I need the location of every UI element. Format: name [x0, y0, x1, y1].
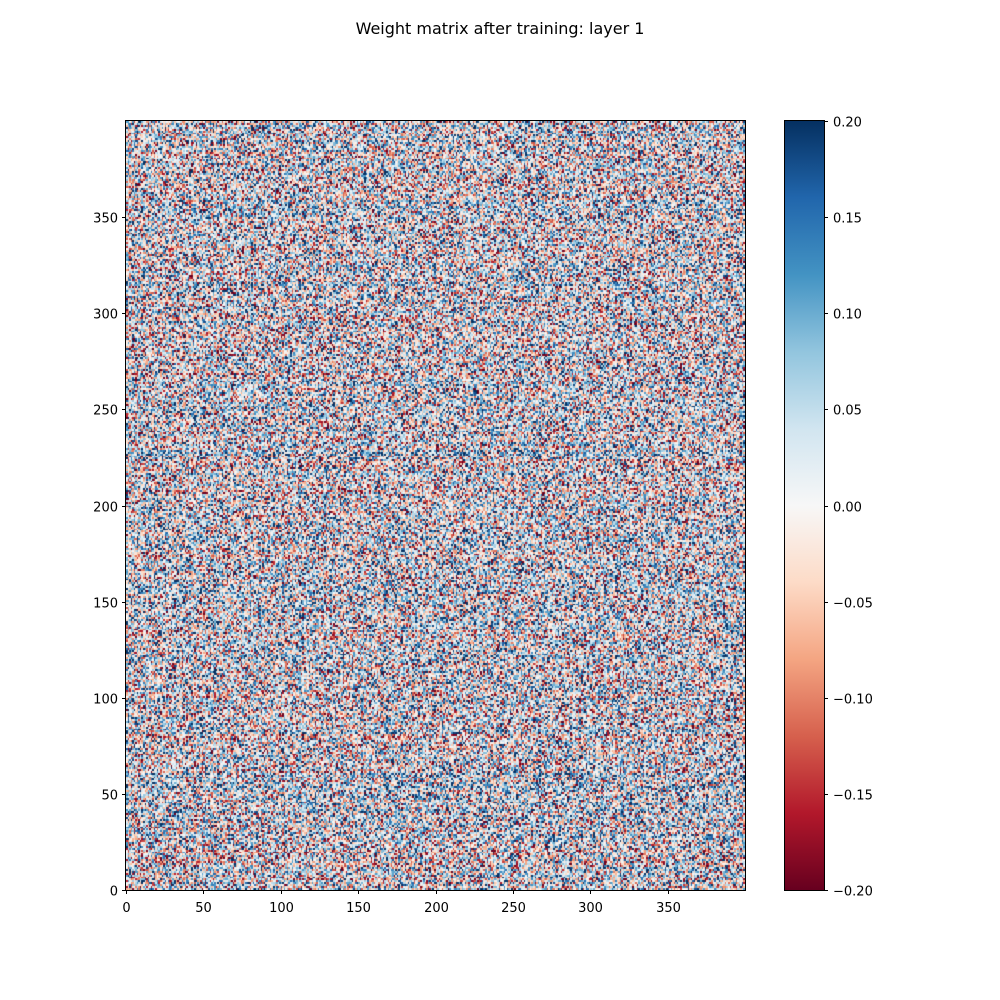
plot-frame [125, 120, 746, 891]
chart-title: Weight matrix after training: layer 1 [356, 19, 645, 38]
colorbar-fill [784, 121, 824, 890]
y-axis: 0 50 100 150 200 250 300 350 [93, 212, 126, 900]
y-tick-label: 150 [93, 597, 118, 612]
colorbar-tick-label: 0.20 [833, 116, 862, 131]
x-tick-label: 300 [578, 901, 603, 916]
y-tick-label: 250 [93, 404, 118, 419]
heatmap-image-container [126, 121, 745, 890]
y-tick-label: 350 [93, 212, 118, 227]
colorbar-tick-label: 0.00 [833, 501, 862, 516]
colorbar-tick-label: −0.05 [833, 597, 873, 612]
heatmap-image [126, 121, 745, 890]
x-tick-label: 150 [346, 901, 371, 916]
y-tick-label: 200 [93, 501, 118, 516]
y-tick-label: 300 [93, 308, 118, 323]
x-tick-label: 50 [195, 901, 212, 916]
colorbar-tick-label: −0.15 [833, 789, 873, 804]
colorbar: −0.20 −0.15 −0.10 −0.05 0.00 0.05 0.10 0.15 0.20 [784, 116, 873, 900]
colorbar-tick-label: 0.10 [833, 308, 862, 323]
y-tick-label: 100 [93, 693, 118, 708]
x-axis: 0 50 100 150 200 250 300 350 [122, 890, 681, 916]
heatmap-plot: 0 50 100 150 200 250 300 350 0 50 100 150 200 250 300… [93, 120, 746, 916]
colorbar-axis: −0.20 −0.15 −0.10 −0.05 0.00 0.05 0.10 0.15 0.20 [824, 116, 873, 900]
x-tick-label: 350 [656, 901, 681, 916]
x-tick-label: 250 [501, 901, 526, 916]
x-tick-label: 0 [122, 901, 130, 916]
y-tick-label: 0 [110, 885, 118, 900]
colorbar-tick-label: 0.05 [833, 404, 862, 419]
x-tick-label: 100 [269, 901, 294, 916]
x-tick-label: 200 [424, 901, 449, 916]
y-tick-label: 50 [101, 789, 118, 804]
colorbar-tick-label: −0.10 [833, 693, 873, 708]
colorbar-tick-label: −0.20 [833, 885, 873, 900]
colorbar-frame [784, 120, 825, 891]
colorbar-tick-label: 0.15 [833, 212, 862, 227]
